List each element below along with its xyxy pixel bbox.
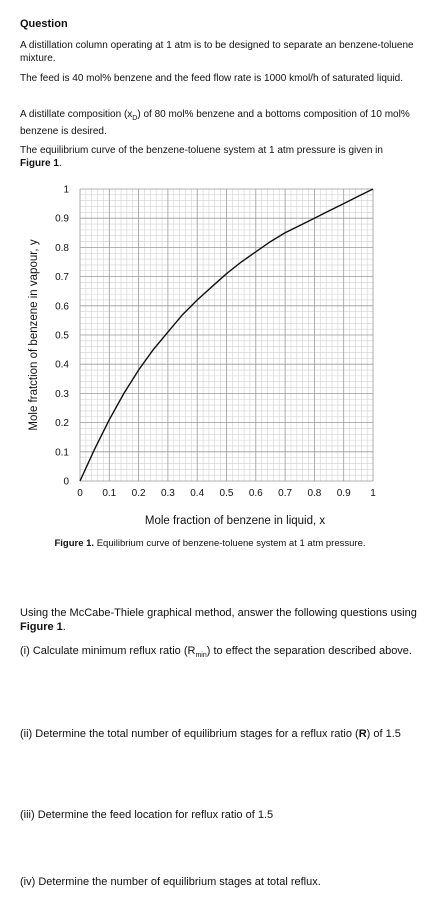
- y-tick-label: 0.6: [55, 301, 69, 312]
- x-tick-label: 1: [370, 488, 376, 499]
- intro-figure-ref: Figure 1: [20, 621, 63, 633]
- q1-text-end: ) to effect the separation described abo…: [206, 645, 412, 657]
- x-tick-label: 0: [77, 488, 83, 499]
- y-tick-label: 0.2: [55, 418, 69, 429]
- y-tick-labels: 0 0.1 0.2 0.3 0.4 0.5 0.6 0.7 0.8 0.9 1: [55, 185, 69, 488]
- q2-text-start: (ii) Determine the total number of equil…: [20, 728, 359, 740]
- caption-label: Figure 1.: [54, 538, 95, 549]
- p4-figure-ref: Figure 1: [20, 157, 59, 169]
- y-tick-label: 0.9: [55, 214, 69, 225]
- y-tick-label: 0.7: [55, 272, 69, 283]
- problem-paragraph-4: The equilibrium curve of the benzene-tol…: [20, 145, 415, 170]
- intro-text-end: .: [62, 621, 66, 633]
- x-tick-label: 0.2: [132, 488, 146, 499]
- y-axis-label: Mole fratction of benzene in vapour, y: [28, 239, 40, 430]
- y-tick-label: 0.8: [55, 243, 69, 254]
- questions-intro: Using the McCabe-Thiele graphical method…: [20, 606, 420, 634]
- figure-caption: Figure 1. Equilibrium curve of benzene-t…: [40, 538, 380, 550]
- question-4: (iv) Determine the number of equilibrium…: [20, 876, 321, 888]
- y-tick-label: 0.5: [55, 331, 69, 342]
- q1-subscript: min: [195, 652, 207, 660]
- problem-paragraph-3: A distillate composition (xD) of 80 mol%…: [20, 109, 415, 138]
- x-tick-label: 0.1: [102, 488, 116, 499]
- p4-text-end: .: [58, 157, 62, 169]
- question-3: (iii) Determine the feed location for re…: [20, 809, 274, 821]
- x-tick-label: 0.4: [190, 488, 204, 499]
- q1-text-start: (i) Calculate minimum reflux ratio (R: [20, 645, 196, 657]
- x-tick-label: 0.6: [249, 488, 263, 499]
- y-tick-label: 0.4: [55, 360, 69, 371]
- x-tick-labels: 0 0.1 0.2 0.3 0.4 0.5 0.6 0.7 0.8 0.9 1: [77, 488, 376, 499]
- y-tick-label: 0.3: [55, 389, 69, 400]
- p4-text-start: The equilibrium curve of the benzene-tol…: [20, 145, 383, 156]
- x-tick-label: 0.7: [278, 488, 292, 499]
- y-tick-label: 0.1: [55, 447, 69, 458]
- y-tick-label: 1: [63, 185, 69, 196]
- p3-text-start: A distillate composition (x: [20, 109, 133, 120]
- p3-text-end: ) of 80 mol% benzene and a bottoms compo…: [20, 109, 410, 137]
- x-axis-label: Mole fraction of benzene in liquid, x: [145, 515, 326, 527]
- intro-text-start: Using the McCabe-Thiele graphical method…: [20, 607, 417, 619]
- q2-text-end: ) of 1.5: [366, 728, 401, 740]
- question-heading: Question: [20, 18, 68, 30]
- question-1: (i) Calculate minimum reflux ratio (Rmin…: [20, 644, 420, 663]
- x-tick-label: 0.9: [337, 488, 351, 499]
- problem-paragraph-2: The feed is 40 mol% benzene and the feed…: [20, 73, 404, 84]
- major-grid: [79, 188, 374, 482]
- caption-text: Equilibrium curve of benzene-toluene sys…: [94, 538, 366, 549]
- x-tick-label: 0.3: [161, 488, 175, 499]
- p3-subscript: D: [132, 115, 138, 122]
- x-tick-label: 0.5: [220, 488, 234, 499]
- y-tick-label: 0: [63, 477, 69, 488]
- question-2: (ii) Determine the total number of equil…: [20, 727, 420, 741]
- x-tick-label: 0.8: [307, 488, 321, 499]
- equilibrium-curve: [79, 188, 374, 482]
- problem-paragraph-1: A distillation column operating at 1 atm…: [20, 40, 414, 64]
- q2-bold-r: R: [358, 728, 367, 740]
- equilibrium-chart: 0 0.1 0.2 0.3 0.4 0.5 0.6 0.7 0.8 0.9 1 0 0.1 0.2 0.3…: [28, 185, 376, 528]
